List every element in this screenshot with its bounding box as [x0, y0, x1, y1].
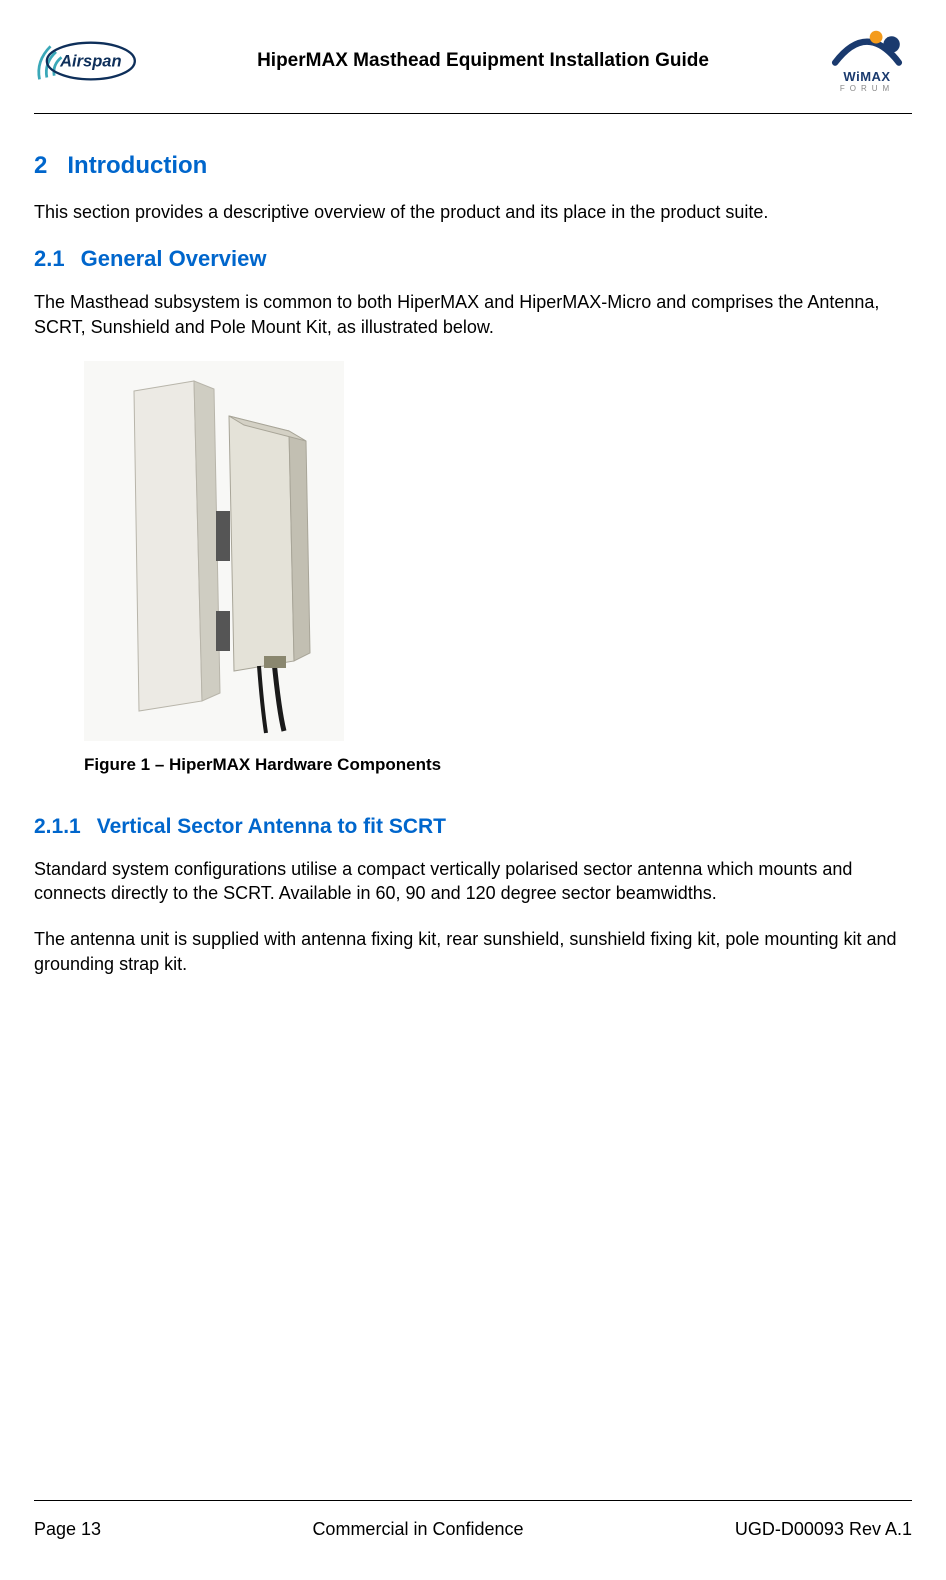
heading-general-overview: 2.1 General Overview — [34, 246, 912, 272]
heading-introduction: 2 Introduction — [34, 152, 912, 180]
vsa-paragraph-1: Standard system configurations utilise a… — [34, 857, 912, 906]
overview-paragraph: The Masthead subsystem is common to both… — [34, 290, 912, 339]
heading-text: Introduction — [67, 152, 207, 179]
page-header: Airspan HiperMAX Masthead Equipment Inst… — [34, 28, 912, 114]
figure-1-image — [84, 361, 344, 741]
footer-classification: Commercial in Confidence — [312, 1519, 523, 1540]
intro-paragraph: This section provides a descriptive over… — [34, 200, 912, 224]
page-container: Airspan HiperMAX Masthead Equipment Inst… — [0, 0, 946, 1580]
heading-number: 2.1 — [34, 246, 65, 272]
footer-page-number: Page 13 — [34, 1519, 101, 1540]
wimax-logo-text: WiMAX — [843, 69, 890, 84]
page-footer: Page 13 Commercial in Confidence UGD-D00… — [34, 1500, 912, 1540]
vsa-paragraph-2: The antenna unit is supplied with antenn… — [34, 927, 912, 976]
airspan-logo: Airspan — [34, 31, 144, 91]
wimax-logo: WiMAX FORUM — [822, 28, 912, 93]
heading-text: Vertical Sector Antenna to fit SCRT — [97, 815, 446, 838]
wimax-logo-sub: FORUM — [840, 84, 894, 93]
figure-1: Figure 1 – HiperMAX Hardware Components — [84, 361, 912, 775]
heading-vertical-sector-antenna: 2.1.1 Vertical Sector Antenna to fit SCRT — [34, 815, 912, 839]
heading-text: General Overview — [81, 246, 267, 271]
figure-1-caption: Figure 1 – HiperMAX Hardware Components — [84, 755, 912, 775]
airspan-logo-text: Airspan — [59, 52, 121, 70]
footer-doc-id: UGD-D00093 Rev A.1 — [735, 1519, 912, 1540]
page-content: 2 Introduction This section provides a de… — [34, 114, 912, 1500]
document-title: HiperMAX Masthead Equipment Installation… — [144, 50, 822, 72]
heading-number: 2.1.1 — [34, 815, 81, 839]
heading-number: 2 — [34, 152, 47, 180]
